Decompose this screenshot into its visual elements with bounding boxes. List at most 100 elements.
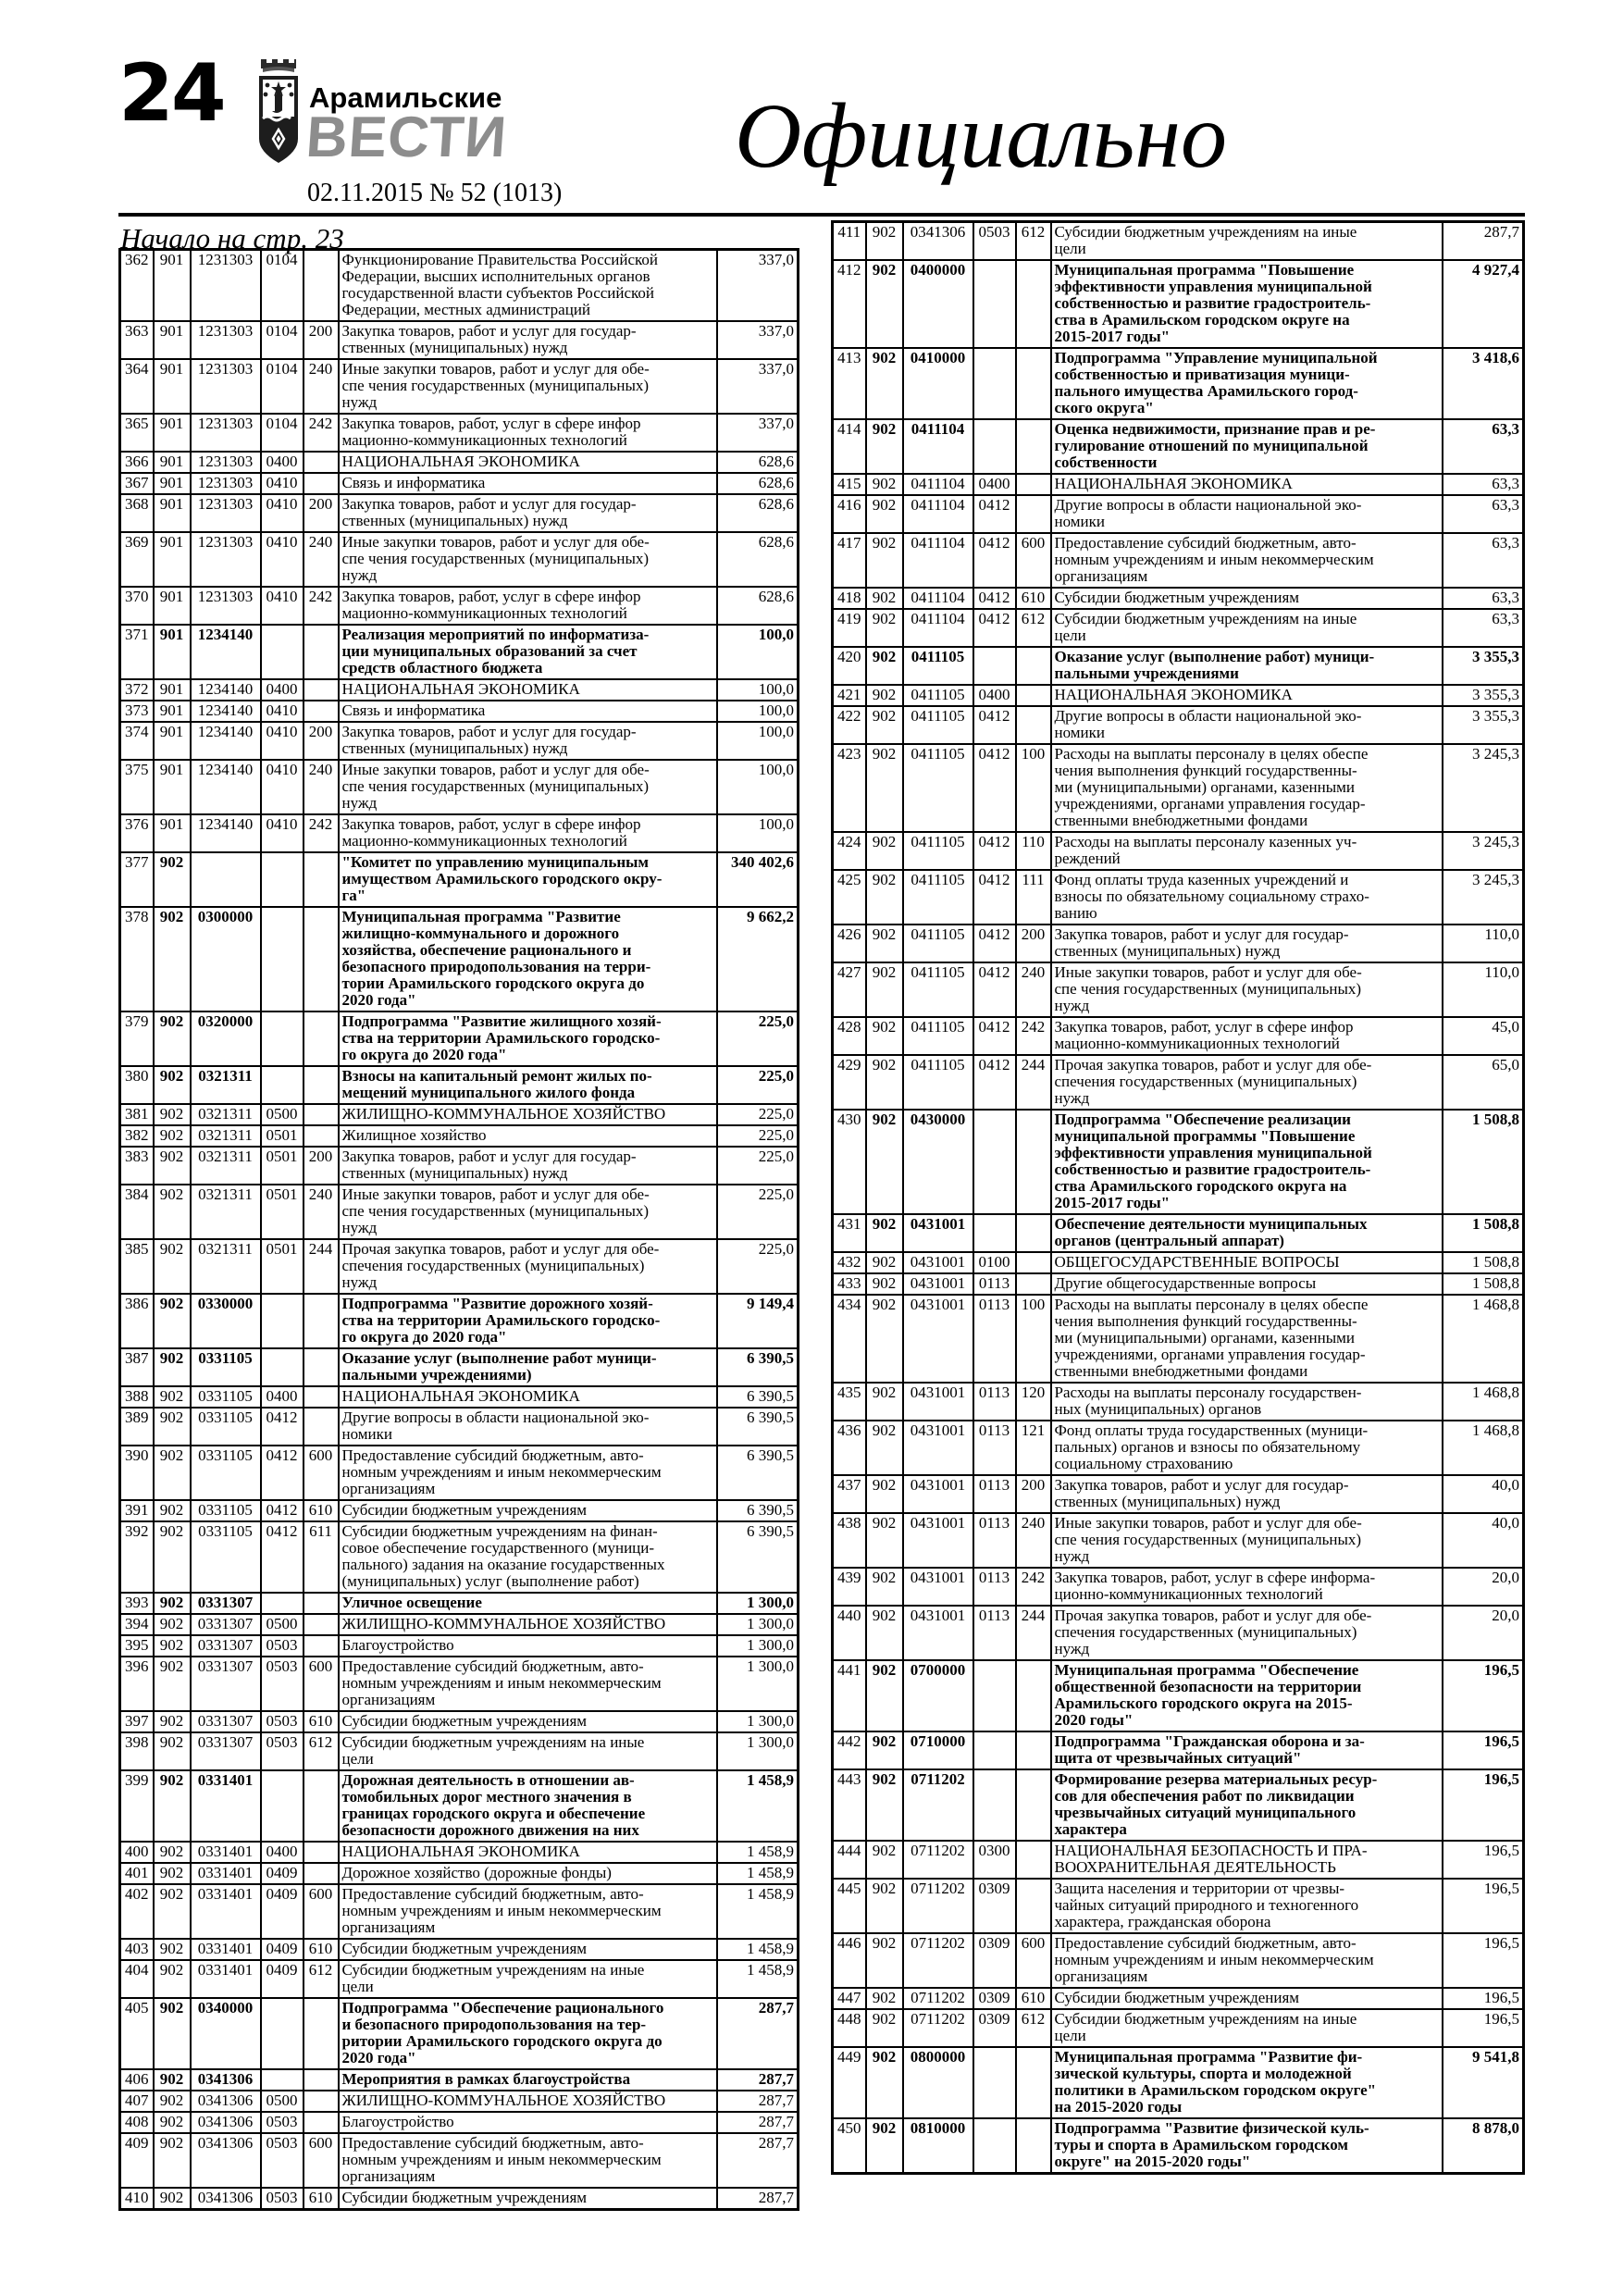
cell-name: Подпрограмма "Развитие физической куль- … [1049,2117,1443,2175]
cell-n: 422 [831,705,867,745]
cell-name: НАЦИОНАЛЬНАЯ ЭКОНОМИКА [1049,473,1443,496]
cell-vr: 600 [302,1656,340,1712]
cell-sum: 40,0 [1441,1512,1525,1569]
cell-n: 397 [118,1710,155,1733]
cell-name: Прочая закупка товаров, работ и услуг дл… [1049,1605,1443,1661]
cell-sum: 6 390,5 [715,1445,799,1501]
cell-grbs: 902 [864,962,904,1018]
cell-sum: 628,6 [715,451,799,474]
cell-sum: 1 300,0 [715,1592,799,1615]
cell-grbs: 902 [864,608,904,648]
cell-n: 366 [118,451,155,474]
cell-vr: 244 [1014,1054,1052,1111]
cell-vr [1014,684,1052,707]
cell-name: Иные закупки товаров, работ и услуг для … [337,1184,718,1240]
cell-sum: 196,5 [1441,1731,1525,1770]
cell-n: 420 [831,646,867,686]
cell-n: 437 [831,1474,867,1514]
table-row: 426 902 0411105 0412 200 Закупка товаров, раб… [831,924,1525,963]
cell-name: Муниципальная программа "Развитие фи- зи… [1049,2046,1443,2119]
cell-grbs: 902 [864,587,904,610]
cell-vr [302,1997,340,2070]
table-row: 368 901 1231303 0410 200 Закупка товаров, раб… [118,493,799,533]
issue-date-number: 02.11.2015 № 52 (1013) [307,179,563,207]
cell-vr: 100 [1014,743,1052,833]
cell-sum: 110,0 [1441,924,1525,963]
cell-sec: 0410 [259,493,304,533]
cell-grbs: 902 [864,1251,904,1274]
cell-sec [259,851,304,908]
cell-grbs: 902 [864,347,904,420]
cell-sec: 0104 [259,320,304,360]
table-row: 433 902 0431001 0113 Другие общегосударствен… [831,1272,1525,1296]
cell-n: 447 [831,1987,867,2010]
cell-grbs: 902 [864,1932,904,1989]
cell-n: 418 [831,587,867,610]
table-row: 370 901 1231303 0410 242 Закупка товаров, раб… [118,586,799,626]
cell-grbs: 902 [152,1769,192,1843]
table-row: 444 902 0711202 0300 НАЦИОНАЛЬНАЯ БЕЗОПАСНОС… [831,1840,1525,1880]
cell-code: 0330000 [189,1293,262,1349]
cell-code: 0331105 [189,1407,262,1446]
table-row: 439 902 0431001 0113 242 Закупка товаров, раб… [831,1567,1525,1607]
cell-sec: 0410 [259,700,304,723]
cell-grbs: 902 [152,1146,192,1185]
cell-code: 0341306 [189,2090,262,2113]
cell-sec: 0412 [972,1054,1017,1111]
cell-sum: 63,3 [1441,608,1525,648]
cell-grbs: 902 [864,1016,904,1056]
cell-sum: 287,7 [715,2111,799,2134]
table-row: 442 902 0710000 Подпрограмма "Гражданская о… [831,1731,1525,1770]
table-row: 417 902 0411104 0412 600 Предоставление субси… [831,532,1525,589]
cell-grbs: 901 [152,248,192,322]
cell-n: 446 [831,1932,867,1989]
cell-name: ЖИЛИЩНО-КОММУНАЛЬНОЕ ХОЗЯЙСТВО [337,1103,718,1126]
cell-sec: 0412 [972,608,1017,648]
cell-code: 0341306 [189,2187,262,2211]
cell-code: 0711202 [901,1840,974,1880]
cell-code: 1234140 [189,759,262,815]
cell-vr: 612 [302,1731,340,1771]
cell-grbs: 902 [152,1862,192,1885]
cell-code: 0711202 [901,1878,974,1934]
cell-sum: 225,0 [715,1238,799,1295]
cell-sec: 0503 [259,1710,304,1733]
cell-grbs: 902 [152,1065,192,1105]
cell-name: НАЦИОНАЛЬНАЯ ЭКОНОМИКА [337,1385,718,1409]
cell-n: 388 [118,1385,155,1409]
cell-n: 415 [831,473,867,496]
cell-n: 389 [118,1407,155,1446]
cell-vr [302,1065,340,1105]
cell-sec: 0400 [972,684,1017,707]
cell-grbs: 902 [152,1959,192,1999]
cell-vr: 600 [302,2132,340,2189]
cell-name: Иные закупки товаров, работ и услуг для … [1049,962,1443,1018]
cell-name: Субсидии бюджетным учреждениям на финан-… [337,1520,718,1594]
cell-sec: 0412 [972,587,1017,610]
cell-code: 0411105 [901,831,974,871]
cell-n: 416 [831,494,867,534]
cell-sum: 6 390,5 [715,1499,799,1522]
cell-sum: 1 508,8 [1441,1251,1525,1274]
cell-name: ЖИЛИЩНО-КОММУНАЛЬНОЕ ХОЗЯЙСТВО [337,2090,718,2113]
cell-sec [972,259,1017,349]
cell-name: Закупка товаров, работ, услуг в сфере ин… [1049,1016,1443,1056]
cell-n: 449 [831,2046,867,2119]
table-row: 362 901 1231303 0104 Функционирование Правит… [118,248,799,322]
cell-name: Закупка товаров, работ и услуг для госуд… [337,493,718,533]
cell-sec: 0113 [972,1294,1017,1384]
cell-vr [302,1347,340,1387]
cell-name: Уличное освещение [337,1592,718,1615]
table-row: 366 901 1231303 0400 НАЦИОНАЛЬНАЯ ЭКОНОМИКА 6… [118,451,799,474]
cell-vr: 200 [302,1146,340,1185]
cell-sum: 63,3 [1441,532,1525,589]
cell-sec: 0412 [972,1016,1017,1056]
cell-code: 0341306 [189,2132,262,2189]
cell-code: 1234140 [189,813,262,853]
cell-n: 435 [831,1382,867,1421]
cell-sum: 196,5 [1441,2008,1525,2048]
cell-code: 0411104 [901,608,974,648]
cell-sum: 63,3 [1441,494,1525,534]
cell-vr [1014,1251,1052,1274]
cell-sum: 8 878,0 [1441,2117,1525,2175]
